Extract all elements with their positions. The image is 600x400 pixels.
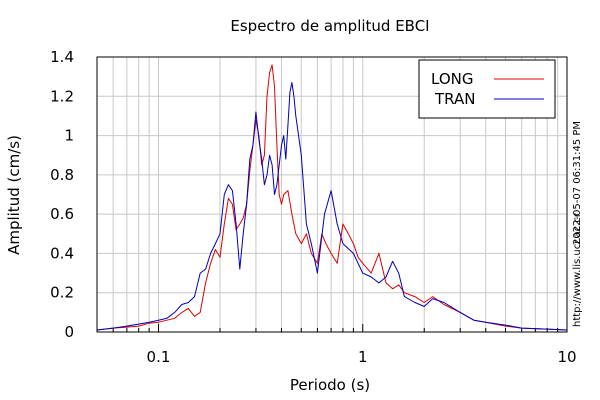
url-annotation: http://www.lis.ucr.ac.cr (572, 212, 583, 327)
x-tick-label: 10 (557, 348, 576, 366)
x-tick-label: 0.1 (147, 348, 171, 366)
grid (96, 57, 568, 332)
x-axis-label: Periodo (s) (290, 376, 370, 394)
y-tick-label: 0.2 (50, 284, 74, 302)
series-line-long (96, 64, 568, 331)
y-tick-label: 0 (64, 323, 74, 341)
plot-frame (96, 56, 568, 333)
legend: LONG TRAN (418, 59, 556, 119)
y-tick-label: 0.4 (50, 244, 74, 262)
legend-label-tran: TRAN (434, 90, 475, 108)
chart-title: Espectro de amplitud EBCI (230, 17, 429, 35)
y-axis-label: Amplitud (cm/s) (5, 135, 23, 255)
y-tick-label: 0.8 (50, 166, 74, 184)
y-tick-labels: 0 0.2 0.4 0.6 0.8 1 1.2 1.4 (50, 48, 74, 341)
series-line-tran (96, 82, 568, 331)
timestamp-annotation: 2022-05-07 06:31:45 PM (572, 121, 583, 245)
y-tick-label: 1.2 (50, 87, 74, 105)
y-tick-label: 1 (64, 127, 74, 145)
series-layer (96, 64, 568, 331)
legend-box (418, 59, 556, 119)
y-tick-label: 0.6 (50, 205, 74, 223)
legend-label-long: LONG (431, 70, 473, 88)
x-tick-label: 1 (358, 348, 368, 366)
y-tick-label: 1.4 (50, 48, 74, 66)
x-tick-labels: 0.1 1 10 (147, 348, 577, 366)
